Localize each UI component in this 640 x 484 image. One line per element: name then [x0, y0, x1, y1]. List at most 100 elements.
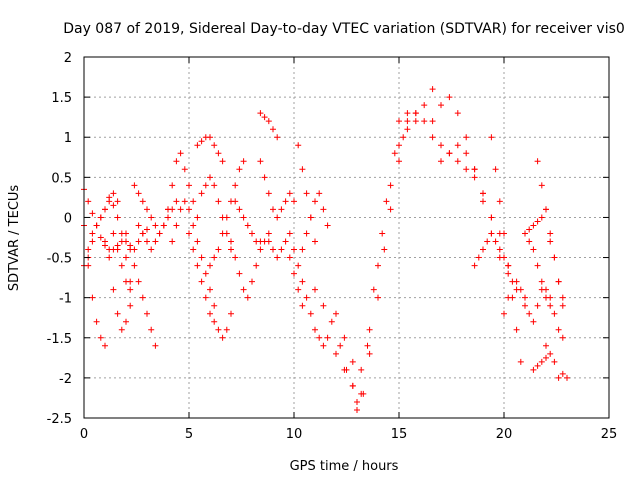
data-point [488, 230, 495, 237]
data-point [270, 246, 276, 253]
data-point [228, 246, 234, 253]
data-point [538, 214, 545, 221]
data-point [219, 230, 226, 237]
data-point [173, 158, 180, 165]
data-point [341, 366, 348, 373]
data-point [534, 302, 541, 309]
data-point [257, 158, 264, 165]
data-point [207, 174, 213, 181]
data-point [110, 230, 117, 237]
data-point [396, 118, 402, 125]
data-point [454, 110, 461, 117]
data-point [135, 222, 142, 229]
data-point [446, 94, 453, 101]
data-point [324, 334, 331, 341]
data-point [286, 190, 293, 197]
data-point [454, 158, 461, 165]
y-tick-label: 1.5 [51, 91, 72, 106]
data-point [480, 190, 486, 197]
data-point [265, 118, 272, 125]
data-point [320, 302, 327, 309]
data-point [135, 278, 142, 285]
data-point [299, 278, 306, 285]
data-point [534, 218, 541, 225]
data-point [530, 246, 537, 253]
data-point [492, 238, 499, 245]
data-point [375, 294, 381, 301]
data-point [198, 138, 205, 145]
data-point [513, 326, 520, 333]
data-point [139, 230, 146, 237]
data-point [488, 214, 495, 221]
data-point [278, 246, 285, 253]
data-point [421, 102, 428, 109]
data-point [257, 110, 264, 117]
data-point [328, 318, 335, 325]
data-point [110, 286, 117, 293]
x-tick-label: 20 [496, 427, 513, 442]
data-point [207, 310, 213, 317]
data-point [291, 270, 297, 277]
data-point [538, 182, 545, 189]
data-point [114, 214, 121, 221]
x-tick-label: 25 [601, 427, 618, 442]
data-point [202, 270, 209, 277]
data-point [547, 230, 554, 237]
data-point [274, 214, 281, 221]
data-point [316, 190, 323, 197]
data-point [370, 286, 377, 293]
data-point [505, 294, 512, 301]
data-point [139, 198, 146, 205]
data-point [148, 326, 155, 333]
data-point [551, 358, 558, 365]
data-point [127, 246, 134, 253]
data-point [307, 310, 314, 317]
data-point [228, 310, 234, 317]
data-point [303, 190, 310, 197]
data-point [307, 214, 314, 221]
data-point [337, 342, 344, 349]
data-point [538, 358, 545, 365]
data-point [114, 246, 121, 253]
data-point [236, 166, 243, 173]
data-point [364, 342, 371, 349]
data-point [211, 254, 218, 261]
y-axis-label: SDTVAR / TECUs [7, 185, 22, 292]
data-point [286, 254, 293, 261]
data-point [186, 206, 192, 213]
data-point [97, 334, 104, 341]
data-point [135, 238, 142, 245]
data-point [543, 206, 549, 213]
data-point [404, 118, 411, 125]
data-point [93, 222, 100, 229]
data-point [543, 342, 549, 349]
data-point [312, 286, 318, 293]
data-point [169, 238, 176, 245]
data-point [383, 198, 390, 205]
data-point [265, 190, 272, 197]
data-point [148, 214, 155, 221]
data-point [207, 262, 213, 269]
data-point [320, 342, 327, 349]
data-point [480, 198, 486, 205]
data-point [190, 246, 197, 253]
data-point [211, 142, 218, 149]
data-point [85, 262, 92, 269]
data-point [194, 214, 201, 221]
data-point [144, 206, 150, 213]
data-point [139, 294, 146, 301]
data-point [236, 206, 243, 213]
data-point [173, 222, 180, 229]
data-point [559, 302, 566, 309]
data-point [530, 318, 537, 325]
data-point [89, 294, 96, 301]
grid [84, 57, 609, 418]
data-point [291, 198, 297, 205]
data-point [517, 358, 524, 365]
data-point [165, 206, 171, 213]
data-point [118, 326, 125, 333]
data-point [480, 246, 486, 253]
data-point [299, 302, 306, 309]
data-point [400, 134, 407, 141]
